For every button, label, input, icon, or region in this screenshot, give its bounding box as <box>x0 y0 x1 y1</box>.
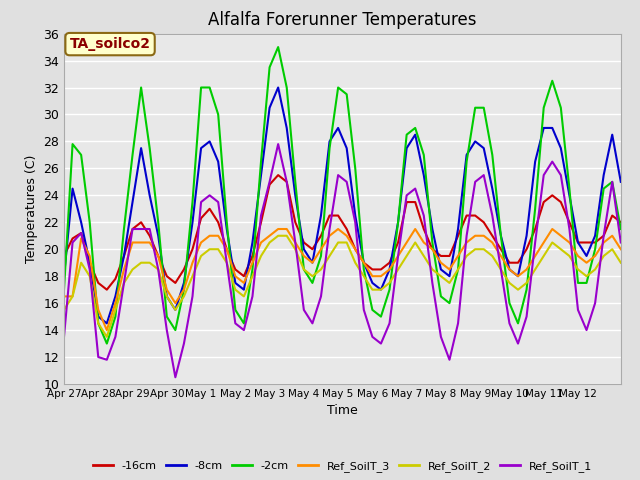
-2cm <box>275 44 282 50</box>
-16cm <box>111 276 119 282</box>
Line: Ref_SoilT_3: Ref_SoilT_3 <box>64 229 621 330</box>
-2cm <box>60 287 68 292</box>
Ref_SoilT_2 <box>111 307 119 313</box>
Y-axis label: Temperatures (C): Temperatures (C) <box>25 155 38 263</box>
Text: TA_soilco2: TA_soilco2 <box>70 37 150 51</box>
Ref_SoilT_2 <box>240 293 248 300</box>
-8cm <box>111 293 119 300</box>
-2cm <box>326 145 333 151</box>
Ref_SoilT_1 <box>275 141 282 147</box>
-8cm <box>60 273 68 279</box>
-16cm <box>514 260 522 265</box>
Ref_SoilT_1 <box>206 192 214 198</box>
Line: Ref_SoilT_1: Ref_SoilT_1 <box>64 144 621 377</box>
Ref_SoilT_2 <box>206 246 214 252</box>
Ref_SoilT_1 <box>103 357 111 362</box>
-8cm <box>103 321 111 326</box>
Ref_SoilT_3 <box>617 246 625 252</box>
Ref_SoilT_3 <box>275 226 282 232</box>
Ref_SoilT_3 <box>317 246 325 252</box>
-2cm <box>103 341 111 347</box>
-8cm <box>317 213 325 218</box>
-16cm <box>326 213 333 218</box>
Line: Ref_SoilT_2: Ref_SoilT_2 <box>64 236 621 337</box>
Title: Alfalfa Forerunner Temperatures: Alfalfa Forerunner Temperatures <box>208 11 477 29</box>
Ref_SoilT_2 <box>326 253 333 259</box>
Line: -2cm: -2cm <box>64 47 621 344</box>
Ref_SoilT_2 <box>103 334 111 340</box>
-8cm <box>617 179 625 185</box>
-8cm <box>326 139 333 144</box>
Ref_SoilT_3 <box>206 233 214 239</box>
-8cm <box>240 287 248 292</box>
Ref_SoilT_3 <box>326 233 333 239</box>
Ref_SoilT_2 <box>617 260 625 265</box>
-2cm <box>617 226 625 232</box>
Line: -8cm: -8cm <box>64 87 621 324</box>
-2cm <box>111 314 119 320</box>
Ref_SoilT_1 <box>240 327 248 333</box>
-16cm <box>617 219 625 225</box>
Line: -16cm: -16cm <box>64 175 621 289</box>
-2cm <box>240 321 248 326</box>
X-axis label: Time: Time <box>327 405 358 418</box>
Ref_SoilT_3 <box>514 273 522 279</box>
-16cm <box>240 273 248 279</box>
Ref_SoilT_1 <box>172 374 179 380</box>
-8cm <box>206 139 214 144</box>
Ref_SoilT_2 <box>514 287 522 292</box>
-2cm <box>206 84 214 90</box>
-16cm <box>60 253 68 259</box>
Ref_SoilT_1 <box>617 240 625 245</box>
-16cm <box>317 233 325 239</box>
-16cm <box>103 287 111 292</box>
Ref_SoilT_1 <box>317 293 325 300</box>
Ref_SoilT_1 <box>514 341 522 347</box>
Ref_SoilT_3 <box>103 327 111 333</box>
-8cm <box>275 84 282 90</box>
Ref_SoilT_2 <box>317 266 325 272</box>
Ref_SoilT_2 <box>60 307 68 313</box>
-8cm <box>514 273 522 279</box>
-2cm <box>317 253 325 259</box>
Ref_SoilT_3 <box>111 300 119 306</box>
Ref_SoilT_3 <box>60 293 68 300</box>
Legend: -16cm, -8cm, -2cm, Ref_SoilT_3, Ref_SoilT_2, Ref_SoilT_1: -16cm, -8cm, -2cm, Ref_SoilT_3, Ref_Soil… <box>88 457 596 477</box>
Ref_SoilT_2 <box>275 233 282 239</box>
-16cm <box>206 206 214 212</box>
Ref_SoilT_1 <box>326 226 333 232</box>
Ref_SoilT_1 <box>60 334 68 340</box>
Ref_SoilT_3 <box>240 280 248 286</box>
-16cm <box>275 172 282 178</box>
-2cm <box>514 321 522 326</box>
